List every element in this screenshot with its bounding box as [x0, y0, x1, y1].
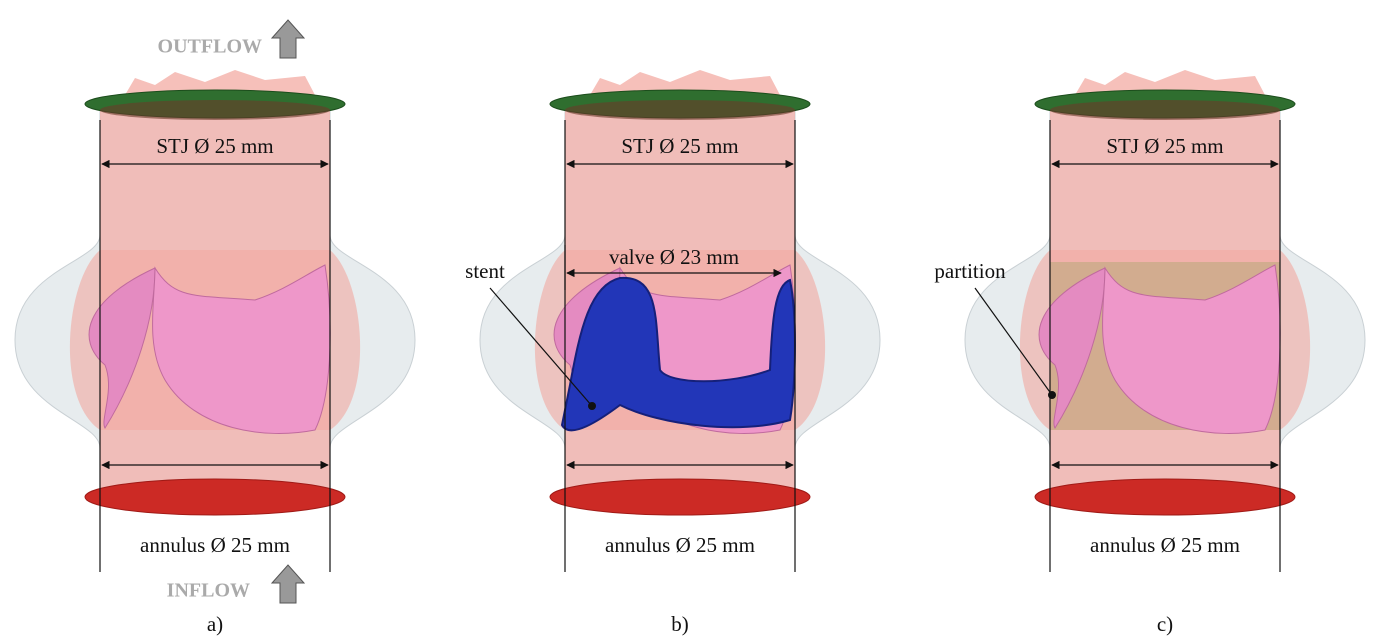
callout-dot [588, 402, 596, 410]
panel-caption: c) [1157, 612, 1173, 636]
panel-caption: b) [671, 612, 689, 636]
panels: STJ Ø 25 mm annulus Ø 25 mm a) STJ Ø 25 mm a… [15, 70, 1365, 636]
inflow-label: INFLOW [167, 580, 250, 602]
page: STJ Ø 25 mm annulus Ø 25 mm a) STJ Ø 25 mm a… [0, 0, 1376, 639]
stj-label: STJ Ø 25 mm [1106, 134, 1223, 158]
annulus-label: annulus Ø 25 mm [140, 533, 290, 557]
stj-label: STJ Ø 25 mm [156, 134, 273, 158]
stj-label: STJ Ø 25 mm [621, 134, 738, 158]
annulus-disc [85, 479, 345, 515]
panel-caption: a) [207, 612, 223, 636]
annulus-label: annulus Ø 25 mm [605, 533, 755, 557]
callout-label: stent [465, 259, 505, 283]
stj-inner [1050, 100, 1280, 120]
callout-label: partition [934, 259, 1006, 283]
annulus-disc [550, 479, 810, 515]
stj-inner [100, 100, 330, 120]
annulus-label: annulus Ø 25 mm [1090, 533, 1240, 557]
valve-label: valve Ø 23 mm [609, 245, 739, 269]
annulus-disc [1035, 479, 1295, 515]
stj-inner [565, 100, 795, 120]
inflow-arrow [272, 565, 304, 603]
figure: STJ Ø 25 mm annulus Ø 25 mm a) STJ Ø 25 mm a… [0, 0, 1376, 639]
callout-dot [1048, 391, 1056, 399]
outflow-label: OUTFLOW [158, 36, 262, 58]
outflow-arrow [272, 20, 304, 58]
